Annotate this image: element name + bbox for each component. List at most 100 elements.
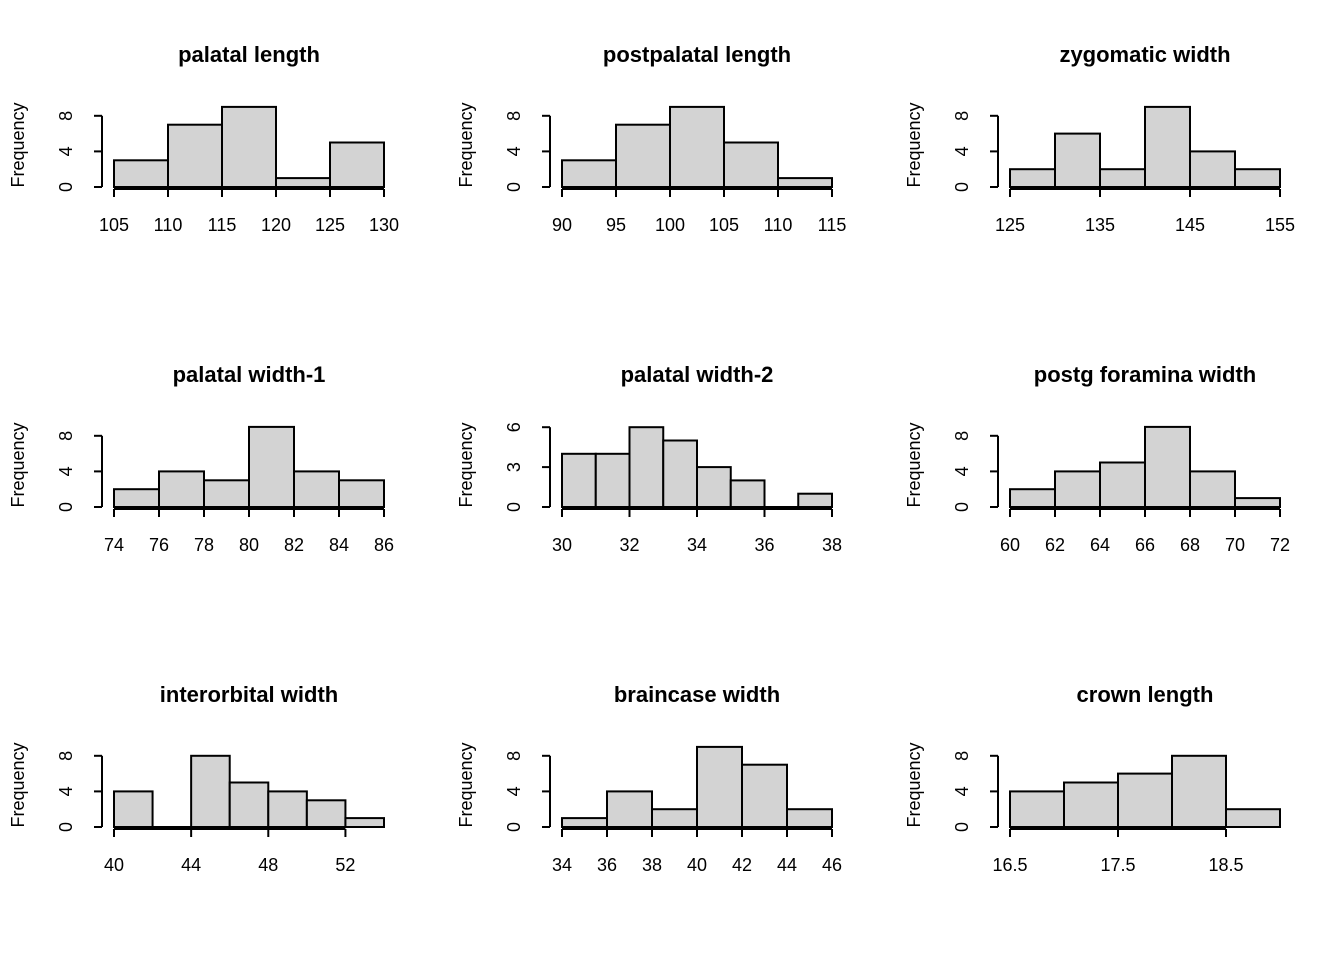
- histogram-bar: [338, 479, 385, 508]
- x-tick-label: 34: [687, 535, 707, 555]
- histogram-panel: palatal length 105 110 115 120 125 130 0 4 8 Frequ…: [8, 42, 399, 235]
- y-tick-label: 8: [504, 111, 524, 121]
- y-tick-label: 0: [952, 822, 972, 832]
- histogram-bar: [1099, 168, 1146, 188]
- x-tick-label: 32: [619, 535, 639, 555]
- x-tick-label: 42: [732, 855, 752, 875]
- y-tick-label: 3: [504, 462, 524, 472]
- x-tick-label: 30: [552, 535, 572, 555]
- x-tick-label: 155: [1265, 215, 1295, 235]
- y-tick-label: 0: [504, 822, 524, 832]
- x-tick-label: 115: [208, 215, 237, 235]
- x-tick-label: 70: [1225, 535, 1245, 555]
- histogram-panel: zygomatic width 125 135 145 155 0 4 8 Frequency: [904, 42, 1295, 235]
- histogram-bar: [561, 159, 617, 189]
- y-axis-label: Frequency: [904, 742, 924, 827]
- histogram-bar: [248, 425, 295, 508]
- x-tick-label: 38: [642, 855, 662, 875]
- y-tick-label: 8: [952, 431, 972, 441]
- x-tick-label: 110: [154, 215, 183, 235]
- x-tick-label: 36: [597, 855, 617, 875]
- histogram-bar: [1009, 790, 1065, 829]
- x-tick-label: 66: [1135, 535, 1155, 555]
- x-tick-label: 17.5: [1100, 855, 1135, 875]
- histogram-bar: [662, 439, 698, 508]
- y-tick-label: 0: [56, 182, 76, 192]
- x-tick-label: 120: [261, 215, 291, 235]
- y-tick-label: 8: [56, 751, 76, 761]
- histogram-bar: [167, 123, 223, 188]
- y-axis-label: Frequency: [8, 742, 28, 827]
- y-tick-label: 0: [504, 182, 524, 192]
- chart-title: braincase width: [614, 682, 780, 707]
- histogram-bar: [1189, 470, 1236, 508]
- chart-title: zygomatic width: [1059, 42, 1230, 67]
- chart-title: palatal width-1: [173, 362, 326, 387]
- histogram-bar: [606, 790, 653, 829]
- histogram-panel: palatal width-1 74 76 78 80 82 84 86 0 4 8 Frequenc…: [8, 362, 394, 555]
- x-tick-label: 48: [258, 855, 278, 875]
- histogram-bar: [203, 479, 250, 508]
- x-tick-label: 64: [1090, 535, 1110, 555]
- histogram-panel: postg foramina width 60 62 64 66 68 70 72 0 4 8 Fre…: [904, 362, 1290, 555]
- histogram-bar: [1234, 168, 1281, 188]
- x-tick-label: 110: [764, 215, 793, 235]
- y-tick-label: 0: [952, 502, 972, 512]
- x-tick-label: 74: [104, 535, 124, 555]
- histogram-bar: [615, 123, 671, 188]
- y-tick-label: 4: [56, 466, 76, 476]
- y-tick-label: 4: [952, 146, 972, 156]
- histogram-bar: [113, 790, 154, 829]
- x-tick-label: 105: [99, 215, 129, 235]
- histogram-bar: [190, 754, 231, 828]
- x-tick-label: 44: [181, 855, 201, 875]
- x-tick-label: 145: [1175, 215, 1205, 235]
- histogram-bar: [1009, 168, 1056, 188]
- histogram-panel: crown length 16.5 17.5 18.5 0 4 8 Frequency: [904, 682, 1281, 875]
- y-tick-label: 8: [952, 111, 972, 121]
- histogram-bar: [113, 488, 160, 509]
- x-tick-label: 95: [606, 215, 626, 235]
- x-tick-label: 82: [284, 535, 304, 555]
- y-axis-label: Frequency: [456, 422, 476, 507]
- chart-title: postpalatal length: [603, 42, 791, 67]
- y-axis-label: Frequency: [904, 422, 924, 507]
- histogram-bar: [344, 817, 385, 828]
- histogram-bar: [561, 452, 597, 508]
- x-tick-label: 40: [104, 855, 124, 875]
- y-axis-label: Frequency: [8, 102, 28, 187]
- histogram-bar: [113, 159, 169, 189]
- histogram-bar: [305, 799, 347, 828]
- x-tick-label: 38: [822, 535, 842, 555]
- y-tick-label: 0: [56, 502, 76, 512]
- x-tick-label: 90: [552, 215, 572, 235]
- histogram-bar: [594, 452, 631, 508]
- chart-title: palatal width-2: [621, 362, 774, 387]
- histogram-bar: [651, 808, 698, 829]
- y-tick-label: 0: [504, 502, 524, 512]
- histogram-bar: [1099, 461, 1146, 508]
- x-tick-label: 52: [335, 855, 355, 875]
- histogram-bar: [1063, 781, 1119, 828]
- x-tick-label: 130: [369, 215, 399, 235]
- y-tick-label: 4: [504, 786, 524, 796]
- y-axis-label: Frequency: [456, 102, 476, 187]
- y-tick-label: 4: [504, 146, 524, 156]
- x-tick-label: 60: [1000, 535, 1020, 555]
- y-tick-label: 8: [504, 751, 524, 761]
- x-tick-label: 80: [239, 535, 259, 555]
- x-tick-label: 84: [329, 535, 349, 555]
- histogram-bar: [1054, 470, 1101, 508]
- histogram-bar: [1054, 132, 1101, 189]
- histogram-bar: [669, 105, 725, 188]
- histogram-bar: [158, 470, 205, 508]
- histogram-bar: [1144, 425, 1191, 508]
- histogram-bar: [777, 177, 833, 189]
- histogram-bar: [628, 426, 665, 509]
- histogram-bar: [228, 781, 270, 828]
- x-tick-label: 135: [1085, 215, 1115, 235]
- y-tick-label: 0: [56, 822, 76, 832]
- x-tick-label: 44: [777, 855, 797, 875]
